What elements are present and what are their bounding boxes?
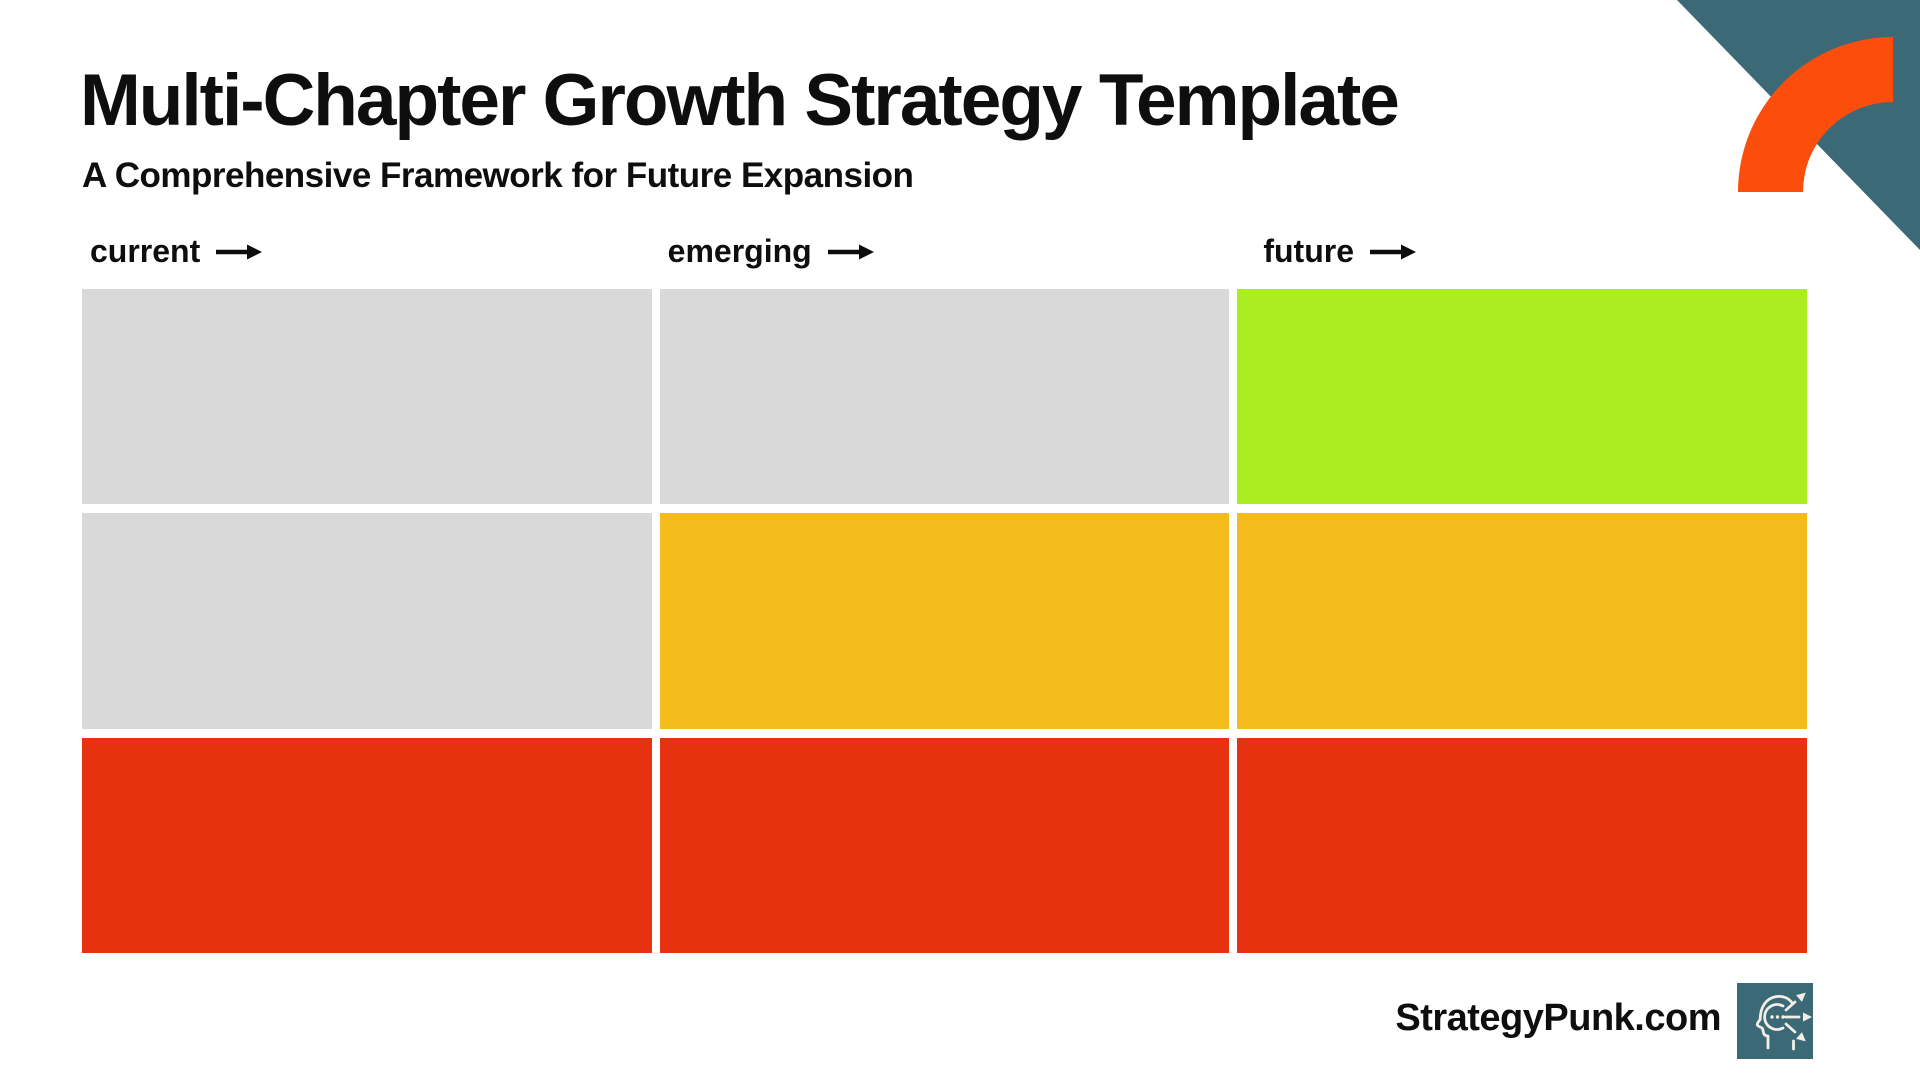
column-header-future: future xyxy=(1237,233,1807,270)
column-headers: current emerging future xyxy=(82,233,1807,270)
column-header-label: emerging xyxy=(667,233,812,269)
column-header-emerging: emerging xyxy=(660,233,1230,270)
footer: StrategyPunk.com xyxy=(1395,983,1813,1059)
matrix-cell-r2c2[interactable] xyxy=(659,513,1230,729)
matrix-cell-r3c1[interactable] xyxy=(82,737,652,953)
column-header-label: current xyxy=(90,233,201,269)
brand-text: StrategyPunk.com xyxy=(1395,996,1721,1039)
column-header-current: current xyxy=(82,233,652,270)
matrix-cell-r2c1[interactable] xyxy=(82,513,652,729)
matrix-cell-r1c3[interactable] xyxy=(1237,289,1807,505)
arrow-right-icon xyxy=(827,244,874,259)
strategy-matrix xyxy=(82,289,1807,953)
head-with-arrows-icon xyxy=(1737,983,1813,1059)
heading-block: Multi-Chapter Growth Strategy Template A… xyxy=(80,60,1400,196)
page-subtitle: A Comprehensive Framework for Future Exp… xyxy=(82,155,914,195)
quarter-arc-decoration xyxy=(1738,37,1893,192)
matrix-cell-r1c1[interactable] xyxy=(82,289,652,505)
matrix-cell-r2c3[interactable] xyxy=(1237,513,1807,729)
matrix-cell-r3c2[interactable] xyxy=(659,737,1230,953)
arrow-right-icon xyxy=(1369,244,1416,259)
matrix-cell-r3c3[interactable] xyxy=(1237,737,1807,953)
column-header-label: future xyxy=(1263,233,1354,269)
arrow-right-icon xyxy=(216,244,263,259)
page-title: Multi-Chapter Growth Strategy Template xyxy=(80,60,1400,141)
matrix-cell-r1c2[interactable] xyxy=(659,289,1230,505)
